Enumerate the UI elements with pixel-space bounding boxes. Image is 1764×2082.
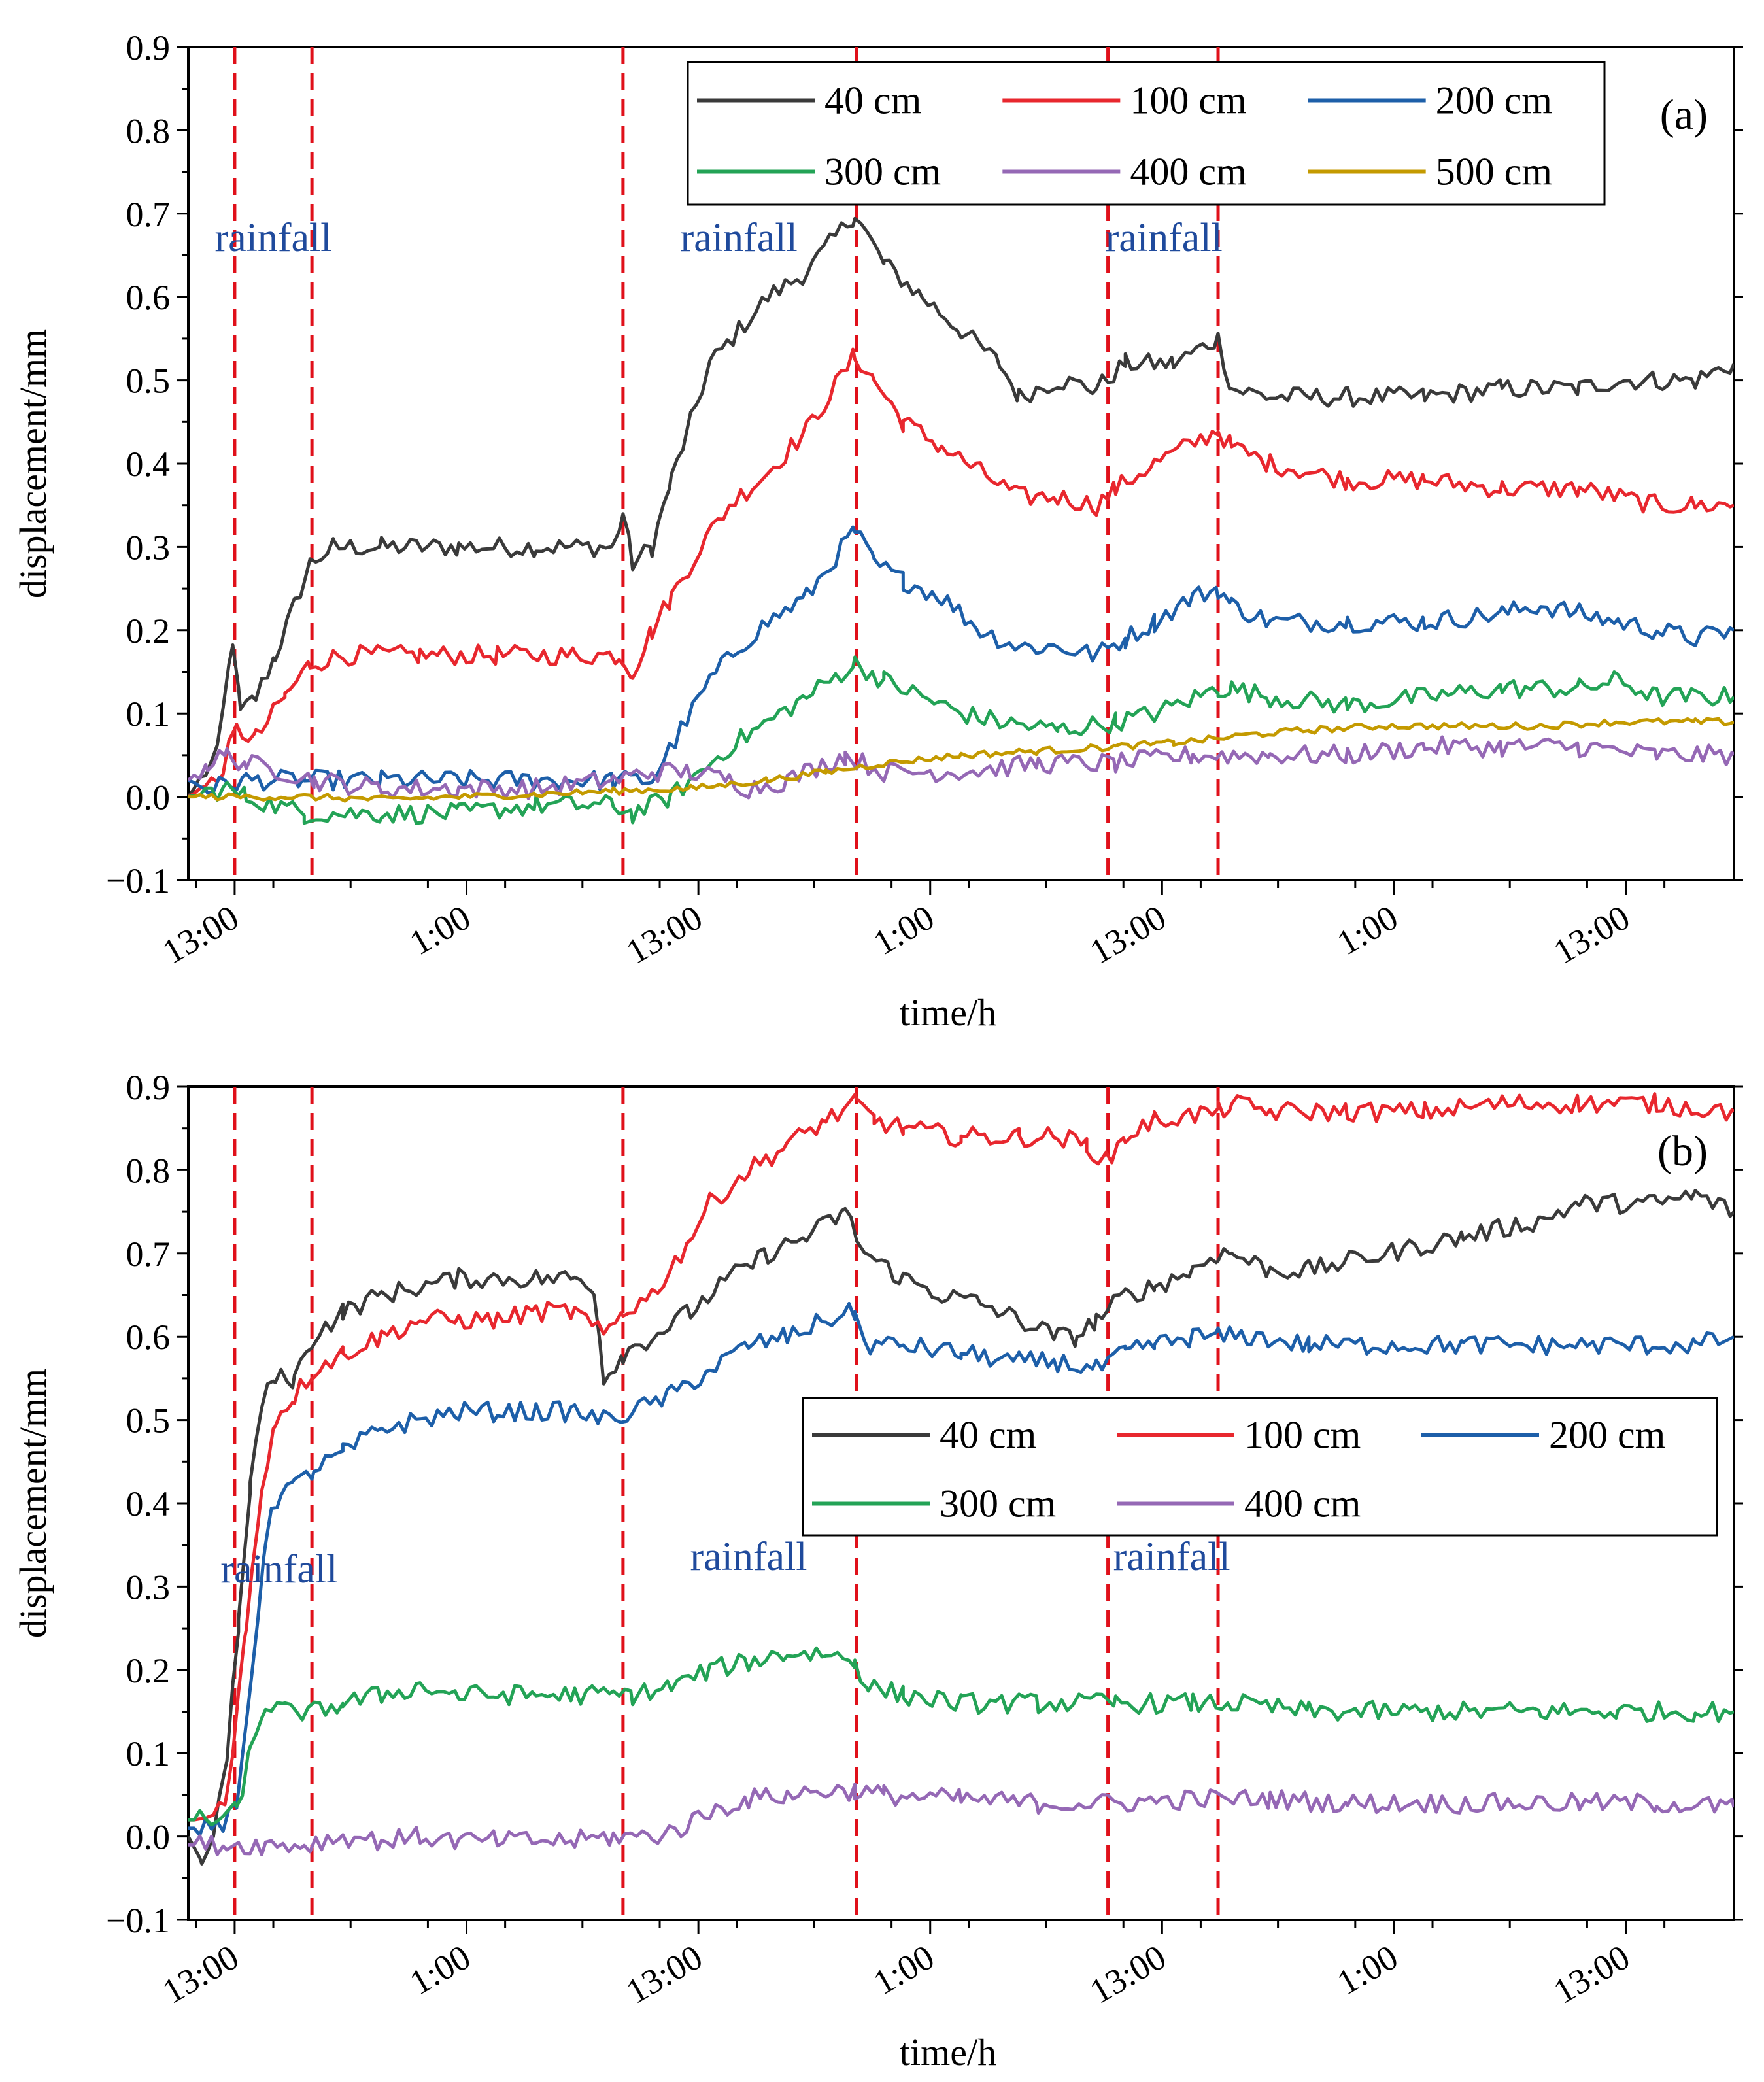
legend-label: 40 cm bbox=[824, 79, 921, 122]
x-tick-label: 13:00 bbox=[156, 1937, 245, 2011]
x-tick-label: 1:00 bbox=[867, 1937, 941, 2002]
y-tick-label: 0.4 bbox=[126, 1484, 171, 1524]
legend-label: 200 cm bbox=[1549, 1414, 1665, 1457]
panel-label: (b) bbox=[1657, 1127, 1708, 1175]
x-tick-label: 13:00 bbox=[620, 897, 709, 971]
x-tick-label: 1:00 bbox=[403, 897, 477, 963]
y-axis-title: displacement/mm bbox=[12, 329, 54, 598]
y-tick-label: −0.1 bbox=[106, 861, 170, 900]
y-tick-label: 0.8 bbox=[126, 1151, 171, 1190]
x-tick-label: 13:00 bbox=[1083, 1937, 1173, 2011]
x-axis-title: time/h bbox=[900, 991, 996, 1034]
series-line-100cm bbox=[188, 1092, 1734, 1822]
legend-label: 300 cm bbox=[824, 150, 941, 194]
series-line-400cm bbox=[188, 1783, 1734, 1856]
legend-label: 400 cm bbox=[1244, 1482, 1361, 1526]
x-tick-label: 13:00 bbox=[1083, 897, 1173, 971]
y-tick-label: −0.1 bbox=[106, 1901, 170, 1940]
rainfall-annotation: rainfall bbox=[1106, 216, 1223, 260]
legend-label: 100 cm bbox=[1244, 1414, 1361, 1457]
y-tick-label: 0.3 bbox=[126, 528, 171, 567]
rainfall-annotation: rainfall bbox=[681, 216, 798, 260]
legend-box bbox=[687, 61, 1606, 206]
y-tick-label: 0.2 bbox=[126, 1651, 171, 1690]
x-tick-label: 1:00 bbox=[1331, 1937, 1404, 2002]
series-line-200cm bbox=[188, 525, 1734, 795]
y-tick-label: 0.6 bbox=[126, 278, 171, 317]
legend-label: 400 cm bbox=[1130, 150, 1246, 194]
y-tick-label: 0.1 bbox=[126, 1734, 171, 1773]
x-tick-label: 13:00 bbox=[1547, 897, 1637, 971]
series-line-300cm bbox=[188, 1646, 1734, 1827]
x-tick-label: 13:00 bbox=[1547, 1937, 1637, 2011]
x-tick-label: 13:00 bbox=[156, 897, 245, 971]
series-line-400cm bbox=[188, 735, 1734, 800]
y-tick-label: 0.9 bbox=[126, 28, 171, 67]
y-tick-label: 0.2 bbox=[126, 611, 171, 651]
rainfall-annotation: rainfall bbox=[215, 216, 332, 260]
rainfall-annotation: rainfall bbox=[1113, 1535, 1230, 1579]
series-line-100cm bbox=[188, 347, 1734, 798]
y-tick-label: 0.7 bbox=[126, 1235, 171, 1274]
legend-label: 500 cm bbox=[1436, 150, 1552, 194]
series-line-200cm bbox=[188, 1301, 1734, 1837]
y-tick-label: 0.0 bbox=[126, 778, 171, 817]
series-line-500cm bbox=[188, 717, 1734, 803]
series-line-40cm bbox=[188, 216, 1734, 798]
legend-label: 300 cm bbox=[940, 1482, 1056, 1526]
series-line-40cm bbox=[188, 1189, 1734, 1866]
y-tick-label: 0.9 bbox=[126, 1068, 171, 1107]
chart-panel-a: −0.1 0.0 0.1 0.2 0.3 0.4 0.5 0.6 0.7 0.8 0.9 13:00 1… bbox=[12, 28, 1743, 1034]
y-tick-label: 0.5 bbox=[126, 362, 171, 401]
y-tick-label: 0.7 bbox=[126, 195, 171, 234]
legend-label: 100 cm bbox=[1130, 79, 1246, 122]
legend-label: 40 cm bbox=[940, 1414, 1036, 1457]
rainfall-annotation: rainfall bbox=[690, 1535, 807, 1579]
x-tick-label: 1:00 bbox=[403, 1937, 477, 2002]
y-tick-label: 0.4 bbox=[126, 445, 171, 484]
y-tick-label: 0.0 bbox=[126, 1818, 171, 1857]
y-tick-label: 0.5 bbox=[126, 1401, 171, 1441]
x-tick-label: 1:00 bbox=[1331, 897, 1404, 963]
y-axis-title: displacement/mm bbox=[12, 1369, 54, 1638]
y-tick-label: 0.1 bbox=[126, 694, 171, 734]
legend-box bbox=[802, 1397, 1718, 1537]
x-tick-label: 13:00 bbox=[620, 1937, 709, 2011]
panel-label: (a) bbox=[1660, 91, 1708, 139]
series-line-300cm bbox=[188, 655, 1734, 825]
x-axis-title: time/h bbox=[900, 2031, 996, 2073]
y-tick-label: 0.8 bbox=[126, 111, 171, 150]
y-tick-label: 0.3 bbox=[126, 1567, 171, 1607]
legend-label: 200 cm bbox=[1436, 79, 1552, 122]
rainfall-annotation: rainfall bbox=[220, 1547, 337, 1592]
y-tick-label: 0.6 bbox=[126, 1318, 171, 1357]
chart-panel-b: −0.1 0.0 0.1 0.2 0.3 0.4 0.5 0.6 0.7 0.8 0.9 13:00 1… bbox=[12, 1068, 1743, 2073]
x-tick-label: 1:00 bbox=[867, 897, 941, 963]
